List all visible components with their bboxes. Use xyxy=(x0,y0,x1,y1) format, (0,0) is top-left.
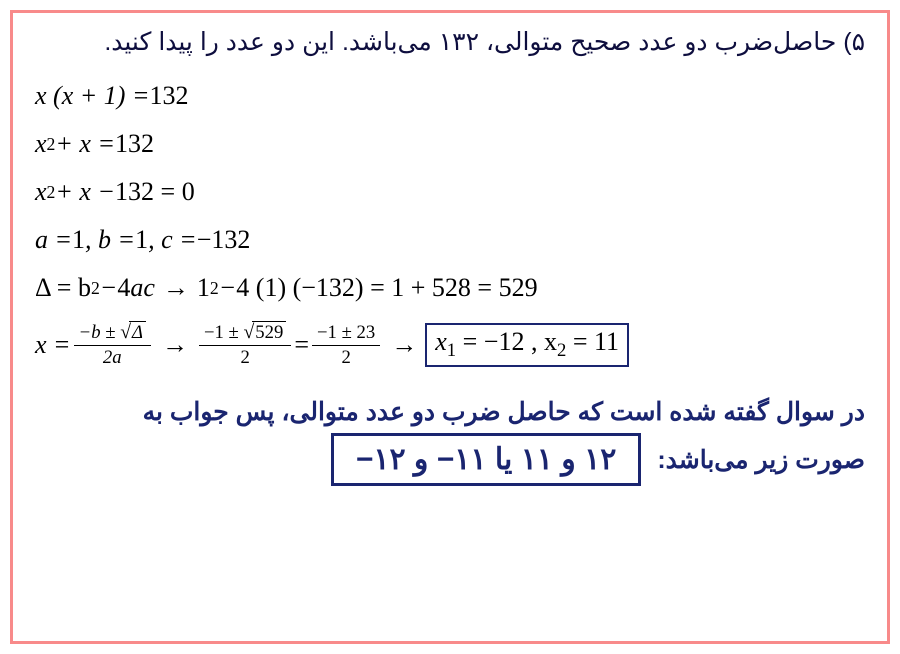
eq4-c: , c = xyxy=(148,225,197,255)
eq1-rhs: 132 xyxy=(150,81,189,111)
final-answer-box: ۱۲ و ۱۱ یا ۱۱− و ۱۲− xyxy=(331,433,642,486)
conclusion-line-2: صورت زیر می‌باشد: xyxy=(657,435,865,485)
eq1-lhs: x (x + 1) = xyxy=(35,81,150,111)
eq3-mid: + x − xyxy=(55,177,115,207)
main-container: ۵) حاصل‌ضرب دو عدد صحیح متوالی، ۱۳۲ می‌ب… xyxy=(10,10,890,644)
box-x1: x xyxy=(435,327,447,356)
fraction-2: −1 ± √529 2 xyxy=(199,321,291,369)
conclusion-line-1: در سوال گفته شده است که حاصل ضرب دو عدد … xyxy=(35,387,865,437)
result-box: x1 = −12 , x2 = 11 xyxy=(425,323,629,366)
eq4-av: 1 xyxy=(72,225,85,255)
eq5-sup1: 2 xyxy=(91,278,100,299)
eq5-1: 1 xyxy=(197,273,210,303)
box-sub1: 1 xyxy=(447,341,456,362)
eq4-b: , b = xyxy=(85,225,135,255)
eq5-4: 4 xyxy=(117,273,130,303)
eq4-a: a = xyxy=(35,225,72,255)
eq4-bv: 1 xyxy=(135,225,148,255)
eq5-ac: ac xyxy=(130,273,155,303)
eq2-sup: 2 xyxy=(47,134,56,155)
answer-row: صورت زیر می‌باشد: ۱۲ و ۱۱ یا ۱۱− و ۱۲− xyxy=(35,433,865,486)
box-sub2: 2 xyxy=(557,341,566,362)
eq5-delta: Δ = b xyxy=(35,273,91,303)
frac1-num-a: −b ± xyxy=(79,322,121,343)
eq2-x: x xyxy=(35,129,47,159)
math-line-4: a = 1 , b = 1 , c = −132 xyxy=(35,225,865,255)
frac2-num-a: −1 ± xyxy=(204,322,244,343)
eq3-num: 132 = 0 xyxy=(115,177,195,207)
eq5-rest: 4 (1) (−132) = 1 + 528 = 529 xyxy=(236,273,537,303)
box-v1: = −12 , x xyxy=(456,327,557,356)
frac2-sqrt: 529 xyxy=(252,321,286,344)
eq6-eq: = xyxy=(294,330,309,360)
frac1-sqrt: Δ xyxy=(129,321,146,344)
math-line-1: x (x + 1) = 132 xyxy=(35,81,865,111)
frac3-den: 2 xyxy=(336,346,355,369)
box-v2: = 11 xyxy=(566,327,619,356)
math-line-2: x2 + x = 132 xyxy=(35,129,865,159)
fraction-1: −b ± √Δ 2a xyxy=(74,321,151,369)
arrow-icon-2: → xyxy=(162,330,188,360)
frac3-num: −1 ± 23 xyxy=(312,322,380,346)
eq3-x: x xyxy=(35,177,47,207)
arrow-icon-1: → xyxy=(163,273,189,303)
eq4-cv: −132 xyxy=(197,225,251,255)
math-line-6: x = −b ± √Δ 2a → −1 ± √529 2 = −1 ± 23 2… xyxy=(35,321,865,369)
eq2-rest: + x = xyxy=(55,129,115,159)
eq5-minus2: − xyxy=(219,273,237,303)
eq5-minus: − xyxy=(100,273,118,303)
eq6-x: x = xyxy=(35,330,71,360)
eq5-sup2: 2 xyxy=(210,278,219,299)
math-line-5: Δ = b2 − 4ac→12 − 4 (1) (−132) = 1 + 528… xyxy=(35,273,865,303)
math-line-3: x2 + x − 132 = 0 xyxy=(35,177,865,207)
eq3-sup: 2 xyxy=(47,182,56,203)
fraction-3: −1 ± 23 2 xyxy=(312,322,380,369)
question-text: ۵) حاصل‌ضرب دو عدد صحیح متوالی، ۱۳۲ می‌ب… xyxy=(35,27,865,57)
arrow-icon-3: → xyxy=(391,330,417,360)
frac1-den: 2a xyxy=(98,346,127,369)
eq2-num: 132 xyxy=(115,129,154,159)
frac2-den: 2 xyxy=(235,346,254,369)
